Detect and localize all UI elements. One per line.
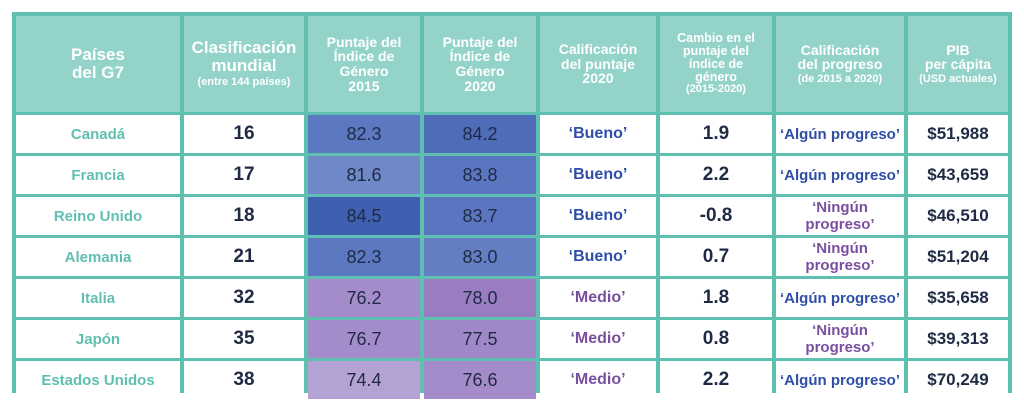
progress-rating-cell: ‘Algún progreso’: [776, 156, 904, 194]
country-cell: Italia: [16, 279, 180, 317]
score-change-cell: 2.2: [660, 156, 772, 194]
rank-cell: 16: [184, 115, 304, 153]
score-2020-cell: 84.2: [424, 115, 536, 153]
header-row: Países del G7 Clasificación mundial (ent…: [16, 16, 1008, 112]
rating-2020-cell: ‘Medio’: [540, 279, 656, 317]
gdp-cell: $46,510: [908, 197, 1008, 235]
header-country: Países del G7: [16, 16, 180, 112]
header-score-change: Cambio en el puntaje del índice de géner…: [660, 16, 772, 112]
score-2015-cell: 74.4: [308, 361, 420, 399]
table-row: Japón 35 76.7 77.5 ‘Medio’ 0.8 ‘Ningún progres…: [16, 320, 1008, 358]
header-score-2015: Puntaje del Índice de Género 2015: [308, 16, 420, 112]
score-2015-cell: 76.2: [308, 279, 420, 317]
gdp-cell: $43,659: [908, 156, 1008, 194]
score-change-cell: 0.8: [660, 320, 772, 358]
score-2015-cell: 84.5: [308, 197, 420, 235]
score-change-cell: -0.8: [660, 197, 772, 235]
header-score-2020: Puntaje del Índice de Género 2020: [424, 16, 536, 112]
table-row: Canadá 16 82.3 84.2 ‘Bueno’ 1.9 ‘Algún progres…: [16, 115, 1008, 153]
rating-2020-cell: ‘Medio’: [540, 361, 656, 399]
rating-2020-cell: ‘Bueno’: [540, 197, 656, 235]
score-change-cell: 0.7: [660, 238, 772, 276]
score-2015-cell: 81.6: [308, 156, 420, 194]
score-change-cell: 2.2: [660, 361, 772, 399]
table-row: Italia 32 76.2 78.0 ‘Medio’ 1.8 ‘Algún progres…: [16, 279, 1008, 317]
table-row: Reino Unido 18 84.5 83.7 ‘Bueno’ -0.8 ‘Ningún …: [16, 197, 1008, 235]
gdp-cell: $51,204: [908, 238, 1008, 276]
score-2020-cell: 76.6: [424, 361, 536, 399]
progress-rating-cell: ‘Algún progreso’: [776, 115, 904, 153]
score-2020-cell: 83.8: [424, 156, 536, 194]
score-2020-cell: 77.5: [424, 320, 536, 358]
rank-cell: 17: [184, 156, 304, 194]
progress-rating-cell: ‘Algún progreso’: [776, 361, 904, 399]
table-row: Estados Unidos 38 74.4 76.6 ‘Medio’ 2.2 ‘Algún…: [16, 361, 1008, 399]
country-cell: Francia: [16, 156, 180, 194]
score-2015-cell: 82.3: [308, 115, 420, 153]
gdp-cell: $70,249: [908, 361, 1008, 399]
rank-cell: 21: [184, 238, 304, 276]
progress-rating-cell: ‘Ningún progreso’: [776, 320, 904, 358]
score-2020-cell: 78.0: [424, 279, 536, 317]
header-rank: Clasificación mundial (entre 144 países): [184, 16, 304, 112]
score-2015-cell: 76.7: [308, 320, 420, 358]
country-cell: Canadá: [16, 115, 180, 153]
gdp-cell: $51,988: [908, 115, 1008, 153]
rating-2020-cell: ‘Bueno’: [540, 115, 656, 153]
rating-2020-cell: ‘Bueno’: [540, 238, 656, 276]
country-cell: Alemania: [16, 238, 180, 276]
g7-gender-index-table-frame: Países del G7 Clasificación mundial (ent…: [12, 12, 1012, 399]
rating-2020-cell: ‘Bueno’: [540, 156, 656, 194]
rank-cell: 38: [184, 361, 304, 399]
rank-cell: 18: [184, 197, 304, 235]
progress-rating-cell: ‘Ningún progreso’: [776, 197, 904, 235]
table-row: Francia 17 81.6 83.8 ‘Bueno’ 2.2 ‘Algún progre…: [16, 156, 1008, 194]
rank-cell: 35: [184, 320, 304, 358]
g7-gender-index-table: Países del G7 Clasificación mundial (ent…: [12, 13, 1012, 402]
country-cell: Estados Unidos: [16, 361, 180, 399]
progress-rating-cell: ‘Ningún progreso’: [776, 238, 904, 276]
progress-rating-cell: ‘Algún progreso’: [776, 279, 904, 317]
score-2015-cell: 82.3: [308, 238, 420, 276]
score-change-cell: 1.8: [660, 279, 772, 317]
score-change-cell: 1.9: [660, 115, 772, 153]
table-row: Alemania 21 82.3 83.0 ‘Bueno’ 0.7 ‘Ningún prog…: [16, 238, 1008, 276]
header-progress-rating: Calificación del progreso (de 2015 a 202…: [776, 16, 904, 112]
score-2020-cell: 83.0: [424, 238, 536, 276]
rating-2020-cell: ‘Medio’: [540, 320, 656, 358]
header-gdp-per-capita: PIB per cápita (USD actuales): [908, 16, 1008, 112]
score-2020-cell: 83.7: [424, 197, 536, 235]
rank-cell: 32: [184, 279, 304, 317]
header-rating-2020: Calificación del puntaje 2020: [540, 16, 656, 112]
gdp-cell: $39,313: [908, 320, 1008, 358]
country-cell: Japón: [16, 320, 180, 358]
table-body: Canadá 16 82.3 84.2 ‘Bueno’ 1.9 ‘Algún progres…: [16, 115, 1008, 399]
country-cell: Reino Unido: [16, 197, 180, 235]
gdp-cell: $35,658: [908, 279, 1008, 317]
